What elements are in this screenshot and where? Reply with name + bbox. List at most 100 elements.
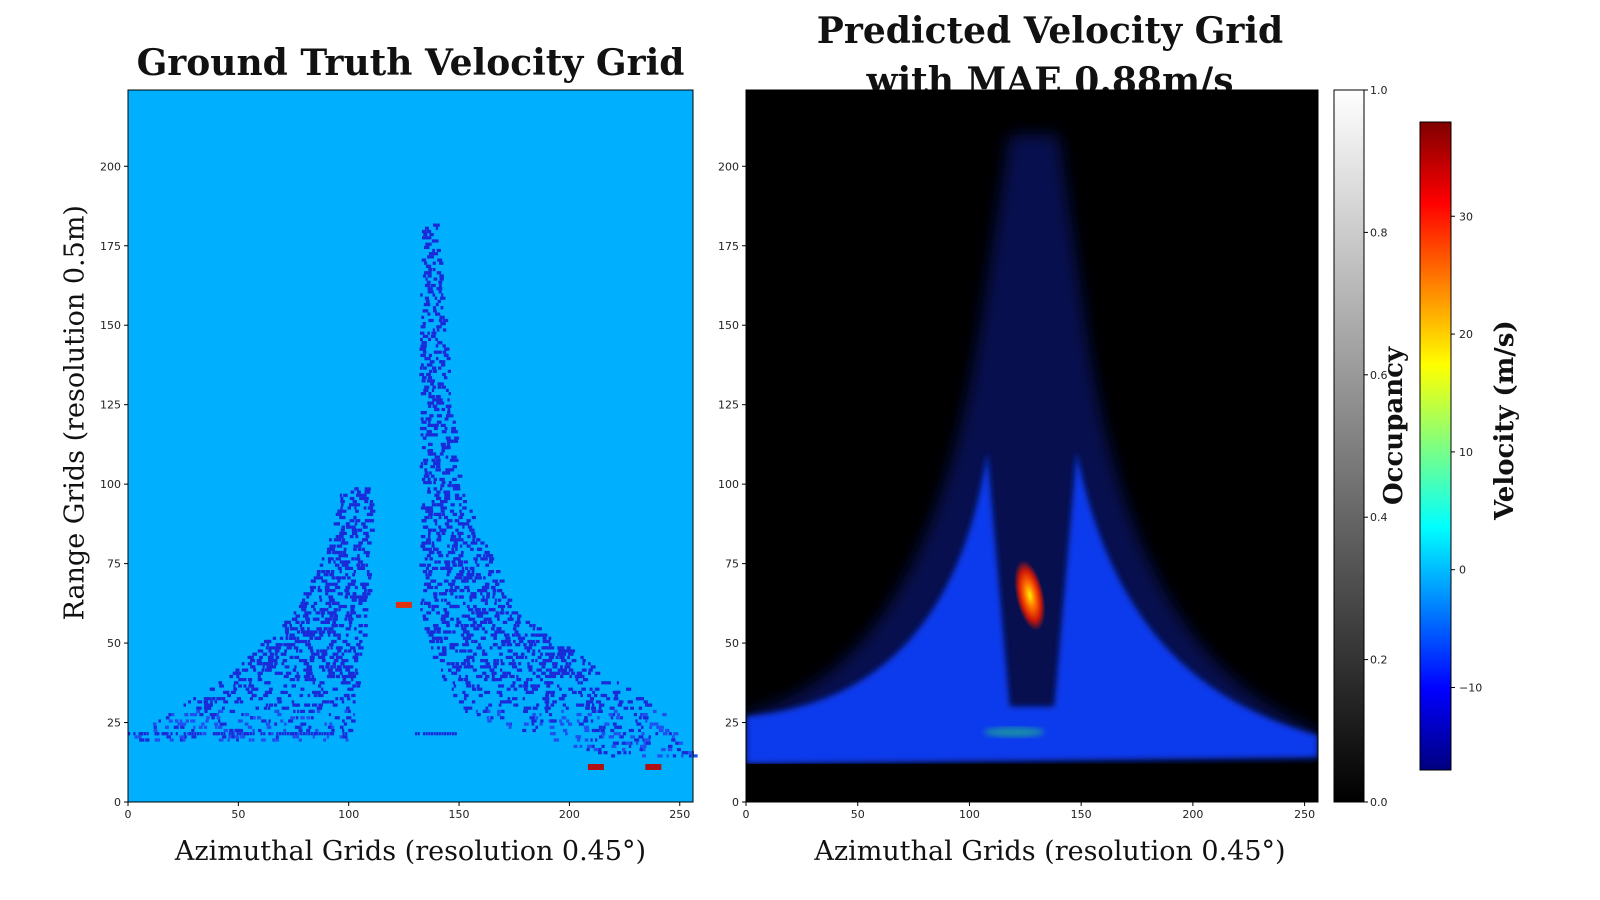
gt-point [506,687,511,691]
gt-point [305,671,311,675]
gt-point [494,633,498,637]
gt-point [547,646,552,650]
gt-point [476,538,481,542]
gt-point [272,738,275,742]
gt-point [512,681,516,685]
gt-point [188,700,191,704]
gt-point [313,630,318,634]
gt-point [533,643,537,647]
gt-moving-target [587,764,604,770]
gt-point [471,570,475,574]
gt-point [516,617,521,621]
gt-point [635,719,638,723]
gt-point [623,751,627,755]
gt-point [328,713,331,717]
gt-point [484,630,488,634]
gt-point [441,732,444,736]
gt-point [316,627,322,631]
gt-point [577,738,581,742]
gt-point [306,728,311,733]
gt-point [424,601,427,605]
gt-point [334,652,339,656]
gt-point [316,576,321,580]
gt-point [433,595,438,599]
gt-point [300,687,305,691]
gt-point [340,681,344,685]
gt-point [250,716,253,720]
gt-point [312,735,315,739]
gt-point [422,376,425,380]
gt-point [495,611,499,615]
gt-point [345,522,350,526]
gt-point [531,690,534,694]
gt-point [207,706,211,710]
gt-point [344,617,348,621]
gt-point [603,725,606,729]
gt-point [451,430,456,434]
gt-point [349,582,353,586]
gt-point [544,659,550,663]
gt-point [439,528,445,532]
gt-point [440,360,446,364]
gt-point [431,541,435,545]
gt-point [284,665,290,669]
gt-point [432,328,436,332]
gt-point [489,557,495,561]
gt-point [600,693,605,698]
gt-point [227,693,231,698]
gt-point [203,700,209,704]
gt-point [487,690,491,694]
gt-point [300,709,305,713]
gt-point [329,557,334,561]
gt-point [330,595,334,599]
gt-point [420,461,424,466]
gt-point [474,576,479,580]
gt-point [345,627,351,631]
gt-point [250,659,256,663]
gt-point [358,598,364,602]
gt-point [462,649,467,653]
gt-point [568,662,572,666]
gt-point [331,728,335,733]
gt-point [501,592,505,596]
gt-point [199,732,202,736]
gt-point [458,700,464,704]
gt-point [307,592,312,596]
gt-point [366,512,372,516]
gt-point [486,595,490,599]
gt-point [639,748,643,752]
gt-point [329,732,332,736]
gt-point [436,550,440,555]
gt-point [429,630,435,634]
gt-point [331,732,335,736]
gt-point [518,662,522,666]
gt-point [185,719,189,723]
gt-point [244,722,249,726]
gt-point [344,595,349,599]
gt-point [357,560,364,564]
gt-point [247,732,250,736]
gt-point [444,496,449,501]
gt-point [443,678,448,682]
gt-point [532,649,536,653]
gt-point [616,690,620,694]
gt-point [436,465,441,469]
gt-point [445,388,449,392]
gt-point [455,496,459,501]
gt-point [438,554,444,558]
gt-point [496,659,499,663]
gt-point [420,363,424,367]
gt-point [435,423,439,427]
gt-point [340,604,346,609]
gt-point [424,283,431,288]
gt-point [593,748,599,752]
gt-point [438,283,442,288]
gt-point [179,738,183,742]
gt-point [589,687,593,691]
gt-point [440,503,444,507]
gt-point [355,535,359,539]
gt-point [560,646,565,650]
gt-point [343,604,347,609]
y-tick-label: 75 [725,558,739,571]
gt-point [247,678,253,682]
